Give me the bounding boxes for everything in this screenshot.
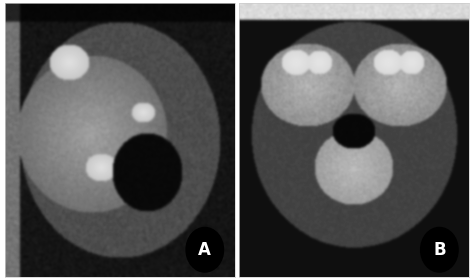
Circle shape: [186, 228, 223, 272]
Text: A: A: [198, 241, 211, 259]
Circle shape: [421, 228, 458, 272]
Text: B: B: [433, 241, 446, 259]
